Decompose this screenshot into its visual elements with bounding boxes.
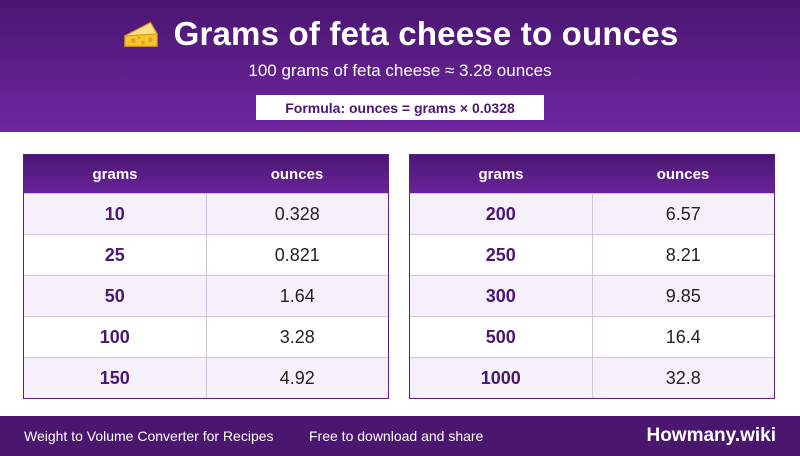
grams-cell: 150 <box>24 358 207 398</box>
page-title: Grams of feta cheese to ounces <box>173 15 679 52</box>
grams-cell: 100 <box>24 317 207 357</box>
table-row: 10 0.328 <box>24 193 388 234</box>
subtitle: 100 grams of feta cheese ≈ 3.28 ounces <box>248 61 552 80</box>
table-body: 10 0.328 25 0.821 50 1.64 100 3.28 150 4… <box>24 193 388 398</box>
table-header: grams ounces <box>24 155 388 193</box>
conversion-table-left: grams ounces 10 0.328 25 0.821 50 1.64 1… <box>23 154 389 399</box>
ounces-cell: 8.21 <box>665 244 701 265</box>
grams-cell: 300 <box>410 276 593 316</box>
table-row: 200 6.57 <box>410 193 774 234</box>
column-header-ounces: ounces <box>270 165 324 183</box>
table-body: 200 6.57 250 8.21 300 9.85 500 16.4 1000… <box>410 193 774 398</box>
column-header-grams: grams <box>478 165 524 183</box>
ounces-cell: 16.4 <box>665 326 701 347</box>
ounces-cell: 3.28 <box>279 326 315 347</box>
ounces-cell: 0.821 <box>274 244 320 265</box>
grams-cell: 250 <box>410 235 593 275</box>
grams-cell: 500 <box>410 317 593 357</box>
ounces-cell: 9.85 <box>665 285 701 306</box>
ounces-cell: 4.92 <box>279 367 315 388</box>
table-row: 25 0.821 <box>24 234 388 275</box>
table-row: 150 4.92 <box>24 357 388 398</box>
cheese-icon <box>123 21 158 47</box>
footer-brand-link[interactable]: Howmany.wiki <box>646 425 776 446</box>
column-header-grams: grams <box>92 165 138 183</box>
table-row: 1000 32.8 <box>410 357 774 398</box>
grams-cell: 1000 <box>410 358 593 398</box>
grams-cell: 50 <box>24 276 207 316</box>
formula-box: Formula: ounces = grams × 0.0328 <box>256 95 544 120</box>
table-row: 300 9.85 <box>410 275 774 316</box>
grams-cell: 10 <box>24 194 207 234</box>
column-header-ounces: ounces <box>656 165 710 183</box>
ounces-cell: 0.328 <box>274 203 320 224</box>
ounces-cell: 1.64 <box>279 285 315 306</box>
header: Grams of feta cheese to ounces 100 grams… <box>0 0 800 132</box>
footer: Weight to Volume Converter for Recipes F… <box>0 416 800 456</box>
ounces-cell: 6.57 <box>665 203 701 224</box>
footer-app-name: Weight to Volume Converter for Recipes <box>24 428 274 444</box>
grams-cell: 25 <box>24 235 207 275</box>
conversion-table-right: grams ounces 200 6.57 250 8.21 300 9.85 … <box>409 154 775 399</box>
table-header: grams ounces <box>410 155 774 193</box>
title-row: Grams of feta cheese to ounces <box>0 12 800 56</box>
table-row: 50 1.64 <box>24 275 388 316</box>
table-row: 100 3.28 <box>24 316 388 357</box>
footer-tagline: Free to download and share <box>309 428 484 444</box>
grams-cell: 200 <box>410 194 593 234</box>
table-row: 500 16.4 <box>410 316 774 357</box>
table-row: 250 8.21 <box>410 234 774 275</box>
ounces-cell: 32.8 <box>665 367 701 388</box>
